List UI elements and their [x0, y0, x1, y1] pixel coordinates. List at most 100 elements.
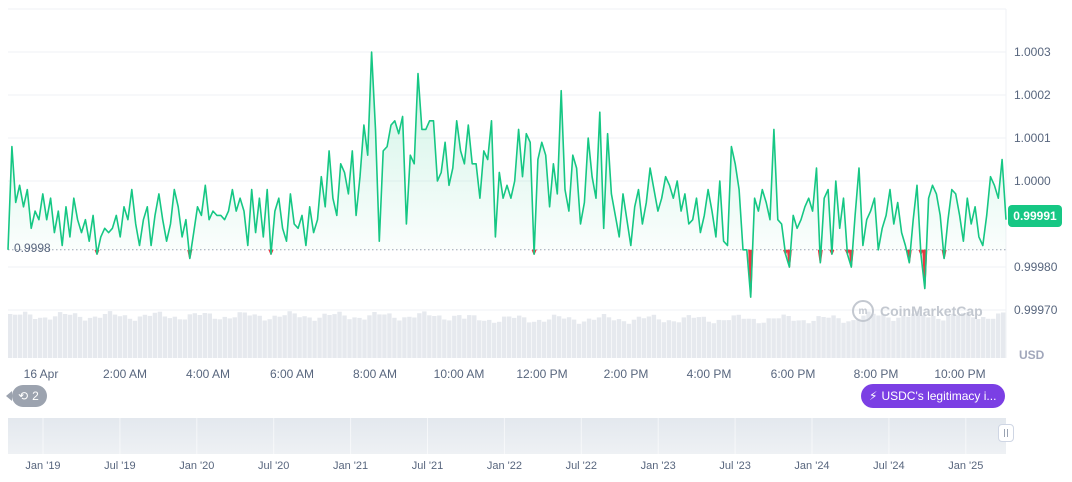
navigator-range[interactable]	[8, 418, 1006, 454]
volume-bar	[1001, 312, 1006, 358]
volume-bar	[946, 315, 951, 358]
volume-bar	[786, 316, 791, 358]
volume-bar	[646, 316, 652, 358]
x-tick-label: 10:00 AM	[434, 367, 485, 381]
volume-bar	[122, 315, 128, 358]
volume-bar	[846, 321, 851, 358]
volume-bar	[292, 313, 297, 358]
volume-bar	[402, 317, 407, 358]
volume-bar	[157, 311, 163, 358]
volume-bar	[791, 320, 796, 358]
x-tick-label: 6:00 AM	[270, 367, 314, 381]
x-tick-label: 4:00 AM	[186, 367, 230, 381]
volume-bar	[342, 315, 347, 358]
volume-bar	[287, 311, 292, 358]
volume-bar	[457, 315, 462, 358]
volume-bar	[57, 312, 63, 358]
volume-bar	[636, 316, 642, 358]
x-axis-ticks: 16 Apr 2:00 AM 4:00 AM 6:00 AM 8:00 AM 10:00 …	[24, 367, 986, 381]
x-tick-label: 12:00 PM	[516, 367, 567, 381]
volume-bar	[362, 319, 367, 358]
volume-bar	[546, 319, 552, 358]
volume-bar	[252, 314, 257, 358]
volume-bar	[941, 320, 946, 358]
volume-bar	[971, 317, 976, 358]
volume-bar	[556, 316, 562, 358]
volume-bar	[207, 313, 212, 358]
y-tick-label: 1.0003	[1014, 45, 1051, 59]
volume-bar	[407, 316, 412, 358]
volume-bar	[412, 317, 417, 358]
volume-bar	[616, 319, 622, 358]
history-icon: ⟲	[18, 389, 29, 403]
current-price-tag: 0.99991	[1008, 205, 1062, 227]
navigator-tick-label: Jan '22	[487, 460, 522, 472]
volume-bar	[911, 313, 916, 358]
volume-bar	[731, 315, 736, 358]
volume-bar	[447, 320, 452, 358]
volume-bar	[177, 319, 183, 358]
volume-bar	[701, 316, 706, 358]
volume-bar	[951, 313, 956, 358]
volume-bar	[711, 323, 716, 358]
volume-bar	[666, 320, 672, 358]
x-tick-label: 8:00 PM	[854, 367, 899, 381]
volume-bar	[82, 320, 88, 358]
volume-bar	[661, 322, 667, 358]
news-headline-pill[interactable]: ⚡ USDC's legitimacy i...	[861, 384, 1005, 408]
volume-bar	[142, 314, 148, 358]
navigator-tick-label: Jan '23	[641, 460, 676, 472]
volume-bar	[686, 315, 692, 358]
volume-bar	[641, 318, 647, 358]
navigator-handle[interactable]	[998, 424, 1014, 442]
volume-bar	[357, 317, 362, 358]
volume-bar	[961, 313, 966, 358]
volume-bar	[876, 315, 881, 358]
volume-bar	[541, 321, 547, 358]
volume-bar	[631, 319, 637, 358]
x-tick-label: 8:00 AM	[353, 367, 397, 381]
volume-bar	[851, 320, 856, 358]
volume-bar	[931, 316, 936, 358]
volume-bar	[422, 311, 427, 358]
volume-bar	[257, 315, 262, 358]
volume-bar	[856, 318, 861, 358]
volume-bar	[192, 313, 198, 358]
navigator-tick-label: Jan '25	[948, 460, 983, 472]
volume-bar	[112, 314, 118, 358]
volume-bar	[801, 320, 806, 358]
volume-bar	[656, 319, 662, 358]
volume-bar	[551, 314, 557, 358]
y-tick-label: 1.0000	[1014, 174, 1051, 188]
volume-bar	[277, 316, 282, 358]
volume-bar	[152, 312, 158, 358]
volume-bar	[771, 318, 776, 358]
volume-bar	[87, 317, 93, 358]
event-count-badge[interactable]: ⟲ 2	[6, 385, 47, 407]
volume-bar	[262, 320, 267, 358]
volume-bar	[866, 311, 871, 358]
volume-bar	[437, 315, 442, 358]
volume-bar	[741, 318, 746, 358]
baseline-label: 0.9998	[14, 241, 51, 255]
gridlines	[8, 51, 1006, 311]
volume-bar	[776, 318, 781, 358]
below-baseline-segments	[94, 249, 947, 298]
volume-bar	[32, 319, 38, 358]
volume-bar	[921, 315, 926, 358]
volume-bar	[976, 319, 981, 358]
volume-bar	[12, 314, 18, 358]
volume-bar	[132, 320, 138, 358]
volume-bar	[736, 314, 741, 358]
volume-bar	[137, 316, 143, 358]
volume-bar	[761, 322, 766, 358]
volume-bar	[497, 321, 502, 358]
volume-bar	[571, 319, 577, 358]
x-tick-label: 2:00 AM	[103, 367, 147, 381]
volume-bar	[936, 318, 941, 358]
volume-bar	[826, 317, 831, 358]
volume-bar	[372, 312, 377, 358]
volume-bar	[536, 319, 542, 358]
news-headline-text: USDC's legitimacy i...	[881, 389, 997, 403]
